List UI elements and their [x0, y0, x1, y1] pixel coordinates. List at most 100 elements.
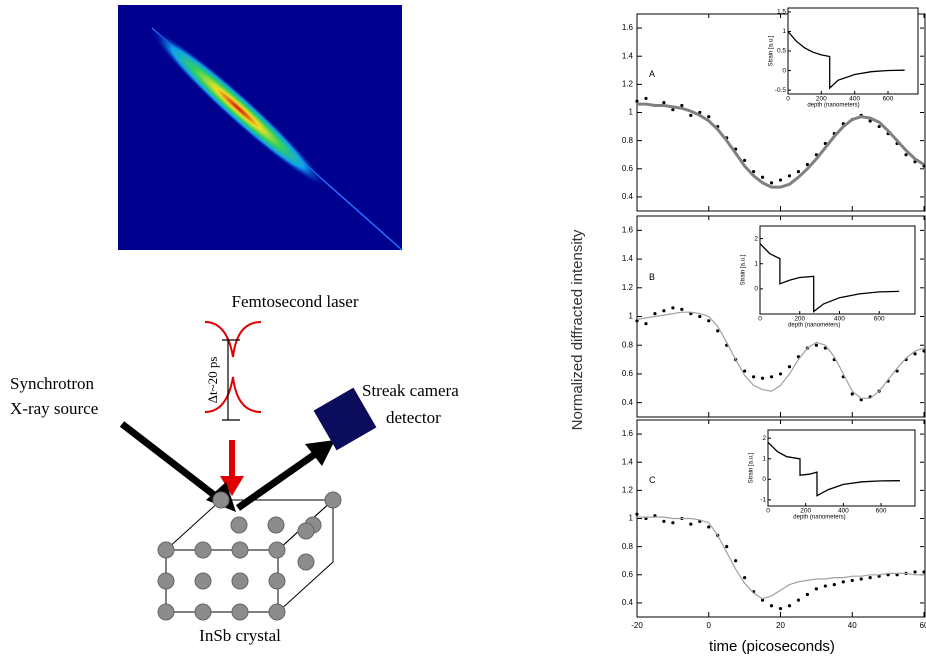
data-point: [770, 181, 773, 184]
crystal-label: InSb crystal: [199, 626, 281, 645]
y-tick-label: 1: [629, 514, 634, 523]
xray-arrow: [122, 424, 218, 498]
atom: [269, 573, 285, 589]
data-point: [842, 580, 845, 583]
data-point: [761, 176, 764, 179]
data-point: [662, 520, 665, 523]
y-tick-label: 0.6: [622, 369, 634, 378]
inset-y-tick-label: 1: [782, 28, 786, 35]
data-point: [833, 583, 836, 586]
inset-y-tick-label: 0: [762, 476, 766, 483]
data-point: [779, 607, 782, 610]
data-point: [860, 577, 863, 580]
x-tick-label: 60: [920, 621, 926, 630]
delay-label: Δt~20 ps: [205, 357, 220, 404]
data-point: [797, 599, 800, 602]
data-point: [689, 523, 692, 526]
y-tick-label: 1.2: [622, 485, 634, 494]
data-point: [734, 559, 737, 562]
data-point: [913, 352, 916, 355]
atom: [232, 573, 248, 589]
y-tick-label: 1: [629, 108, 634, 117]
y-tick-label: 0.8: [622, 542, 634, 551]
y-tick-label: 0.8: [622, 340, 634, 349]
data-point: [788, 365, 791, 368]
inset-y-tick-label: 2: [762, 435, 766, 442]
y-tick-label: 1.4: [622, 254, 634, 263]
data-point: [707, 319, 710, 322]
data-point: [824, 584, 827, 587]
data-point: [716, 329, 719, 332]
y-tick-label: 0.4: [622, 398, 634, 407]
data-point: [922, 570, 925, 573]
atom: [195, 573, 211, 589]
data-point: [689, 114, 692, 117]
data-point: [743, 159, 746, 162]
atom: [158, 604, 174, 620]
inset-frame: [788, 8, 918, 94]
fit-line: [637, 104, 924, 187]
data-point: [815, 344, 818, 347]
inset-y-tick-label: 0: [782, 67, 786, 74]
atom: [158, 542, 174, 558]
atom: [268, 517, 284, 533]
atom: [231, 517, 247, 533]
laser-label: Femtosecond laser: [232, 292, 359, 311]
atom: [325, 492, 341, 508]
data-point: [851, 392, 854, 395]
data-point: [644, 97, 647, 100]
inset-y-tick-label: 1: [754, 260, 758, 267]
data-point: [707, 115, 710, 118]
inset-y-tick-label: -1: [760, 497, 766, 504]
panel-label: C: [649, 475, 656, 485]
source-label: X-ray source: [10, 399, 98, 418]
data-point: [761, 377, 764, 380]
detector-label: Streak camera: [362, 381, 459, 400]
data-point: [922, 349, 925, 352]
atom: [213, 492, 229, 508]
inset-frame: [760, 226, 915, 314]
data-point: [788, 604, 791, 607]
source-label: Synchrotron: [10, 374, 95, 393]
panel-label: B: [649, 272, 655, 282]
figure: Femtosecond laser Δt~20 ps Synchrotron X…: [0, 0, 926, 659]
data-point: [851, 579, 854, 582]
data-point: [878, 125, 881, 128]
y-tick-label: 1.6: [622, 225, 634, 234]
data-point: [797, 170, 800, 173]
y-tick-label: 1.2: [622, 79, 634, 88]
y-tick-label: 0.4: [622, 192, 634, 201]
y-axis-title: Normalized diffracted intensity: [569, 229, 586, 430]
streak-image: [118, 5, 402, 250]
inset-x-tick-label: 600: [876, 508, 887, 515]
data-point: [635, 513, 638, 516]
y-tick-label: 1.6: [622, 23, 634, 32]
data-point: [815, 587, 818, 590]
inset-y-tick-label: 1.5: [777, 9, 786, 16]
data-point: [698, 315, 701, 318]
x-tick-label: -20: [631, 621, 643, 630]
atom: [158, 573, 174, 589]
atom: [195, 542, 211, 558]
data-point: [779, 178, 782, 181]
inset-y-tick-label: -0.5: [775, 87, 787, 94]
inset-x-title: depth (nanometers): [807, 103, 859, 109]
atom: [269, 604, 285, 620]
atom: [195, 604, 211, 620]
data-point: [725, 545, 728, 548]
inset-x-title: depth (nanometers): [788, 323, 840, 329]
x-tick-label: 20: [776, 621, 785, 630]
inset-x-tick-label: 0: [758, 316, 762, 323]
setup-diagram: Femtosecond laser Δt~20 ps Synchrotron X…: [10, 292, 459, 645]
atom: [298, 523, 314, 539]
inset-y-tick-label: 0.5: [777, 48, 786, 55]
data-point: [662, 309, 665, 312]
detector-label: detector: [386, 408, 441, 427]
data-point: [770, 375, 773, 378]
data-point: [752, 375, 755, 378]
data-point: [913, 570, 916, 573]
y-tick-label: 1.6: [622, 429, 634, 438]
page: Femtosecond laser Δt~20 ps Synchrotron X…: [0, 0, 926, 659]
data-point: [904, 153, 907, 156]
inset-y-title: Strain [a.u.]: [741, 254, 747, 285]
